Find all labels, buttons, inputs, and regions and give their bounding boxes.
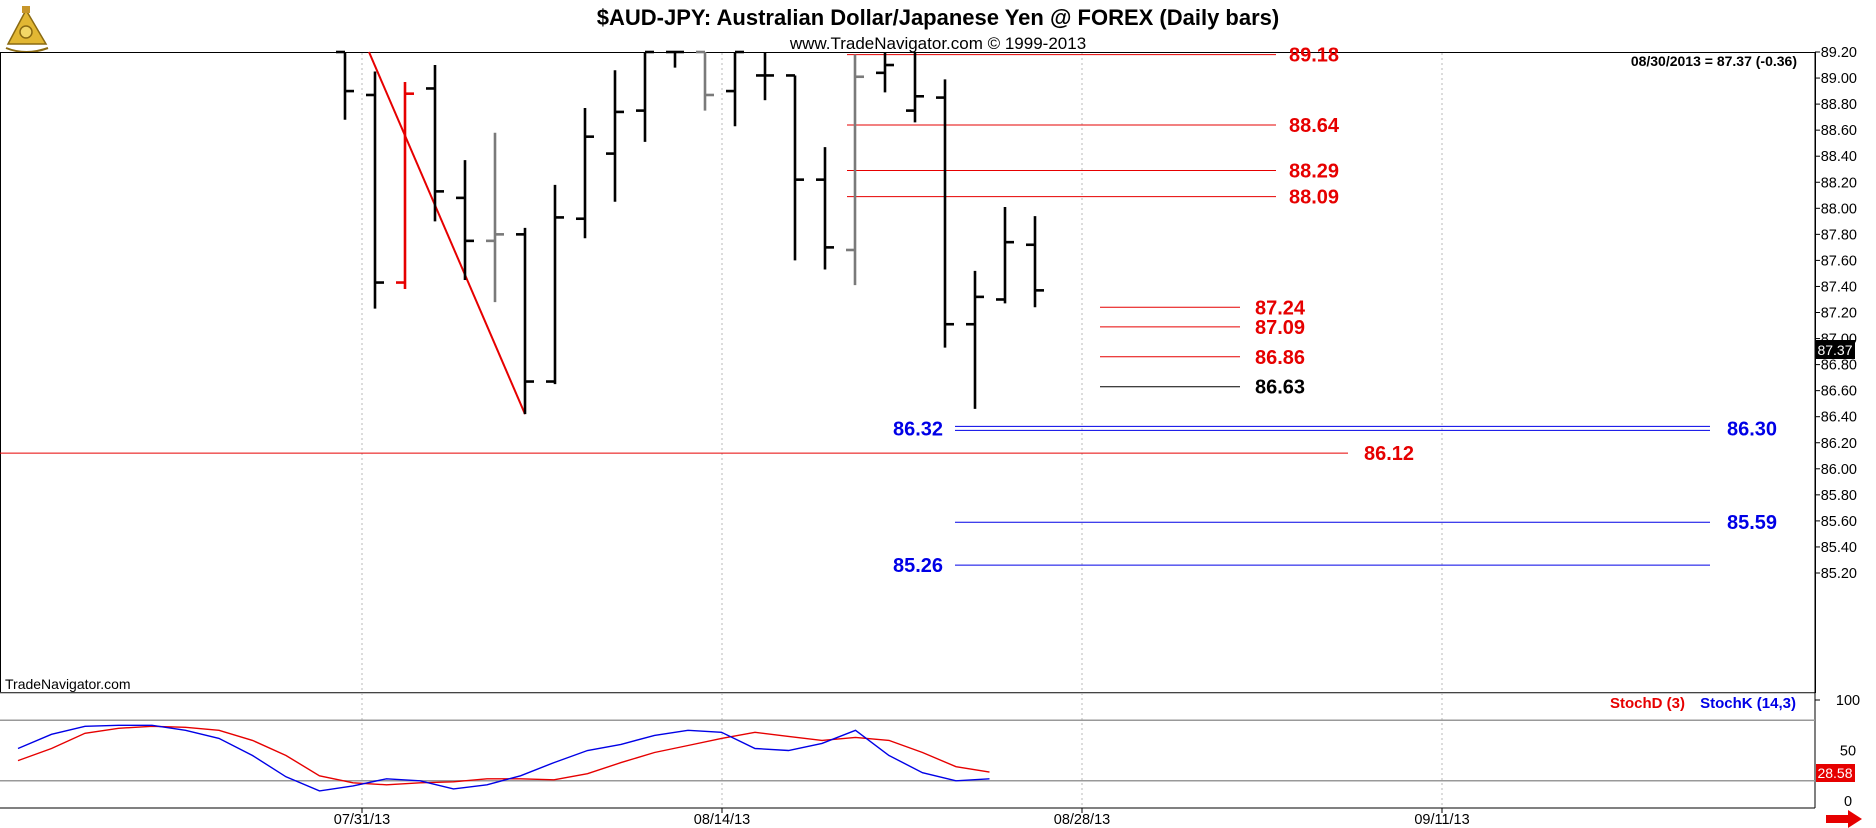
stoch-tick-label: 50 [1840,744,1856,760]
price-tick-label: 89.20 [1821,45,1857,61]
price-tick-label: 88.40 [1821,149,1857,165]
stoch-tick-label: 0 [1844,794,1852,810]
level-label: 88.29 [1289,161,1339,183]
last-price-badge: 87.37 [1817,342,1852,358]
last-quote-label: 08/30/2013 = 87.37 (-0.36) [1631,53,1797,69]
level-label: 86.30 [1727,418,1777,440]
stoch-series-line [17,724,990,792]
price-tick-label: 88.60 [1821,123,1857,139]
price-tick-label: 88.20 [1821,175,1857,191]
level-label: 88.09 [1289,187,1339,209]
price-tick-label: 87.20 [1821,306,1857,322]
price-tick-label: 85.20 [1821,566,1857,582]
price-axis: 89.20 89.00 88.80 88.60 88.40 88.20 88.00 87.80… [1814,45,1857,808]
price-tick-label: 86.00 [1821,462,1857,478]
price-bars [336,50,1044,415]
ohlc-bar [816,147,834,270]
ohlc-bar [486,132,504,303]
ohlc-bar [876,52,894,93]
legend-stochk: StochK (14,3) [1700,695,1796,712]
level-label: 89.18 [1289,45,1339,67]
price-tick-label: 88.80 [1821,97,1857,113]
ohlc-bar [336,50,354,120]
ohlc-bar [366,71,384,309]
last-price-badge-bg [1816,340,1855,359]
level-label: 86.86 [1255,347,1305,369]
ohlc-bar [636,50,654,142]
price-tick-label: 87.60 [1821,253,1857,269]
stoch-series-line [17,725,990,786]
ohlc-bar [1026,216,1044,308]
ohlc-bar [546,184,564,385]
date-tick-label: 08/14/13 [694,812,750,828]
chart-title: $AUD-JPY: Australian Dollar/Japanese Yen… [597,5,1279,30]
chart-subtitle: www.TradeNavigator.com © 1999-2013 [789,34,1086,53]
price-tick-label: 86.60 [1821,384,1857,400]
date-tick-label: 08/28/13 [1054,812,1110,828]
stoch-tick-label: 100 [1836,693,1860,709]
ohlc-bar [786,74,804,261]
level-label: 86.32 [893,418,943,440]
date-tick-label: 09/11/13 [1414,812,1469,828]
trendline-segment [368,51,526,415]
ohlc-bar [936,79,954,348]
price-tick-label: 87.80 [1821,227,1857,243]
ohlc-bar [726,50,744,127]
price-tick-label: 88.00 [1821,201,1857,217]
ohlc-bar [696,50,714,111]
ohlc-bar [846,54,864,286]
level-label: 86.63 [1255,377,1305,399]
stoch-value-badge-bg [1816,764,1855,782]
price-tick-label: 85.80 [1821,488,1857,504]
ohlc-bar [606,70,624,202]
legend-stochd: StochD (3) [1610,695,1685,712]
trendline [368,51,526,415]
ohlc-bar [516,227,534,415]
grid-lines [361,53,1443,808]
ohlc-bar [426,65,444,222]
watermark-label: TradeNavigator.com [5,676,131,692]
price-tick-label: 86.40 [1821,410,1857,426]
price-tick-label: 86.20 [1821,436,1857,452]
price-tick-label: 85.60 [1821,514,1857,530]
sextant-logo-icon[interactable] [5,6,49,53]
ohlc-bar [996,206,1014,304]
level-label: 85.59 [1727,512,1777,534]
level-label: 85.26 [893,555,943,577]
ohlc-bar [756,52,774,101]
ohlc-bar [906,52,924,123]
date-axis: 07/31/13 08/14/13 08/28/13 09/11/13 [334,808,1470,828]
ohlc-bar [396,81,414,290]
stochastic-panel: 100 50 0 StochD (3) StochK (14,3) [0,693,1860,810]
stoch-value-badge: 28.58 [1817,765,1852,781]
ohlc-bar [966,270,984,409]
ohlc-bar [576,108,594,239]
level-label: 87.24 [1255,297,1306,319]
scroll-right-arrow-icon[interactable] [1826,810,1862,828]
price-tick-label: 87.40 [1821,279,1857,295]
level-label: 88.64 [1289,115,1340,137]
level-label: 86.12 [1364,443,1414,465]
price-tick-label: 89.00 [1821,71,1857,87]
level-label: 87.09 [1255,317,1305,339]
price-tick-label: 86.80 [1821,358,1857,374]
ohlc-bar [666,50,684,68]
price-tick-label: 85.40 [1821,540,1857,556]
ohlc-bar [456,160,474,280]
date-tick-label: 07/31/13 [334,812,390,828]
